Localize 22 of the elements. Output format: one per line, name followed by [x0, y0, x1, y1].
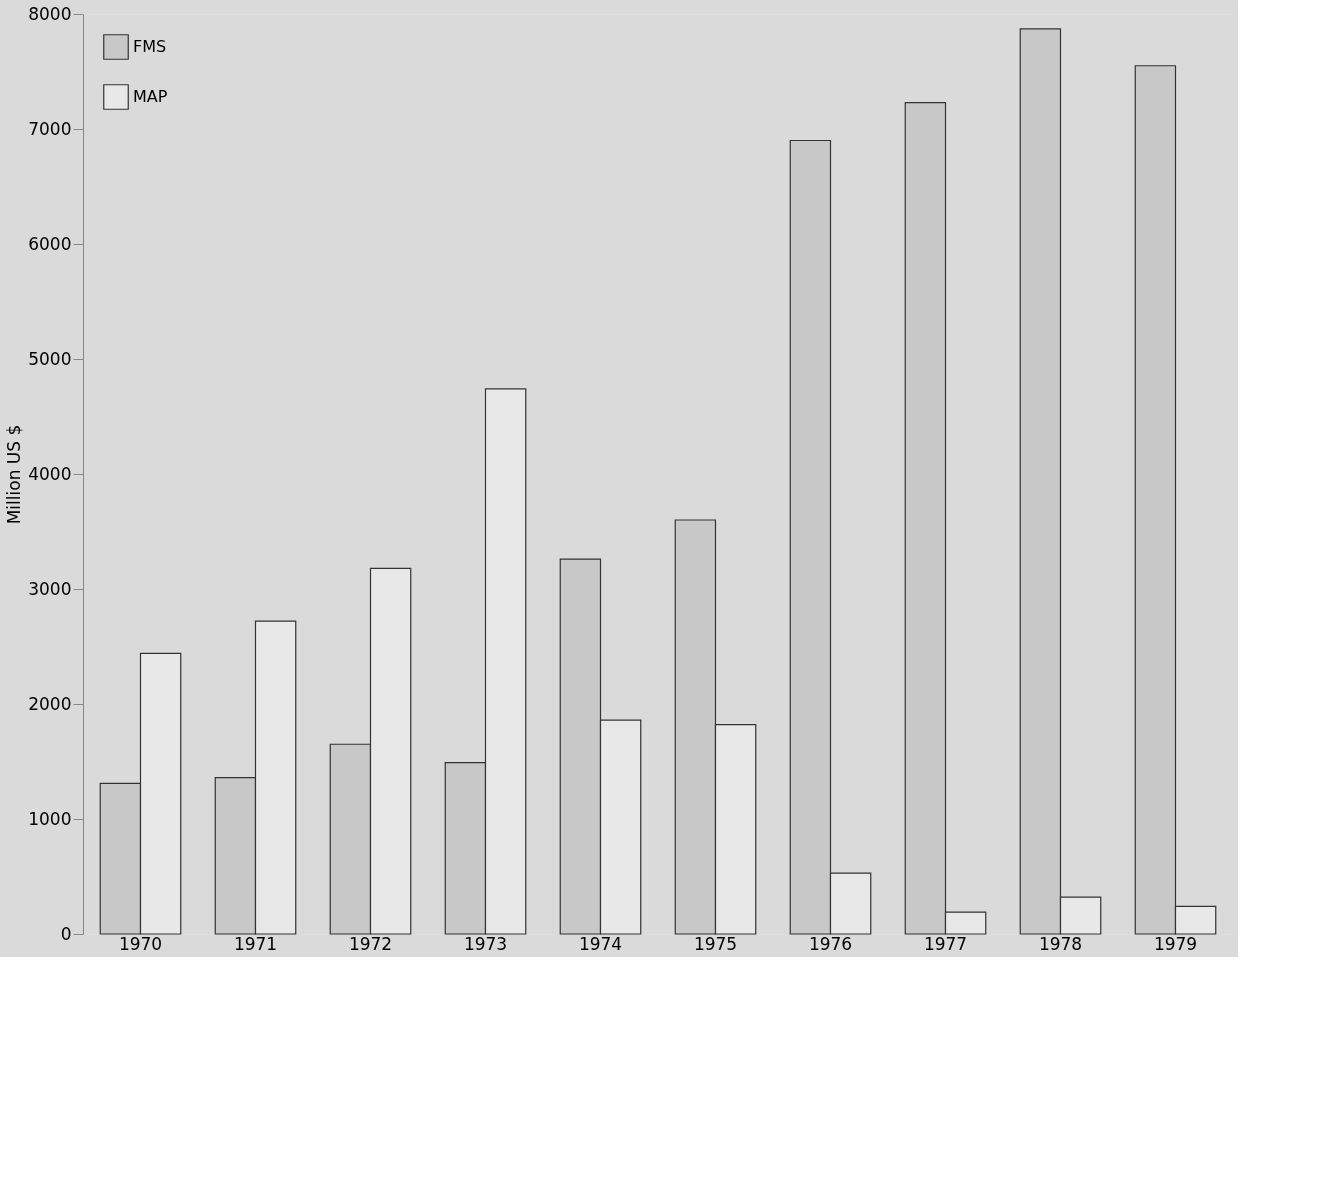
x-tick-label: 1978	[1038, 933, 1083, 954]
y-tick-label: 7000	[28, 118, 72, 139]
y-tick-label: 6000	[28, 233, 72, 254]
x-tick-label: 1979	[1153, 933, 1198, 954]
y-tick-label: 8000	[28, 3, 72, 24]
y-tick-label: 4000	[28, 463, 72, 484]
x-tick-label: 1976	[808, 933, 853, 954]
y-tick-label: 3000	[28, 578, 72, 599]
y-tick-label: 5000	[28, 348, 72, 369]
x-tick-label: 1973	[463, 933, 508, 954]
y-tick-label: 1000	[28, 808, 72, 829]
legend-label: FMS	[133, 37, 167, 56]
y-axis-title: Million US $	[4, 424, 25, 525]
y-tick-label: 2000	[28, 693, 72, 714]
x-tick-label: 1974	[578, 933, 623, 954]
x-tick-label: 1977	[923, 933, 968, 954]
legend-label: MAP	[133, 87, 168, 106]
x-tick-label: 1975	[693, 933, 738, 954]
y-tick-label: 0	[60, 923, 72, 944]
x-tick-label: 1970	[118, 933, 163, 954]
x-tick-label: 1972	[348, 933, 393, 954]
x-tick-label: 1971	[233, 933, 278, 954]
